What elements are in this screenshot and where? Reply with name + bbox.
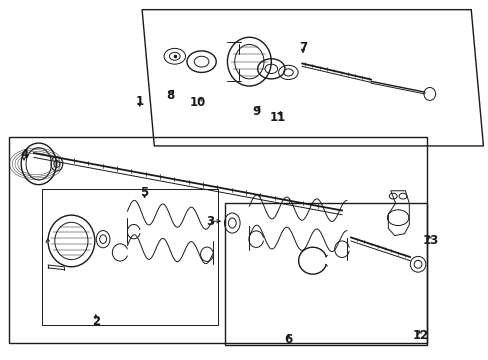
Text: 9: 9	[252, 105, 260, 118]
Text: 5: 5	[140, 186, 148, 199]
Text: 11: 11	[269, 111, 285, 124]
Bar	[224, 203, 427, 345]
Text: 3: 3	[206, 215, 214, 228]
Bar	[42, 189, 217, 325]
Text: 2: 2	[92, 315, 100, 328]
Text: 12: 12	[412, 329, 428, 342]
Text: 6: 6	[284, 333, 292, 346]
Text: 4: 4	[20, 148, 28, 161]
Bar	[9, 137, 427, 343]
Text: 7: 7	[298, 41, 306, 54]
Text: 1: 1	[135, 95, 143, 108]
Text: 10: 10	[190, 96, 206, 109]
Text: 13: 13	[422, 234, 438, 247]
Text: 8: 8	[166, 89, 174, 102]
